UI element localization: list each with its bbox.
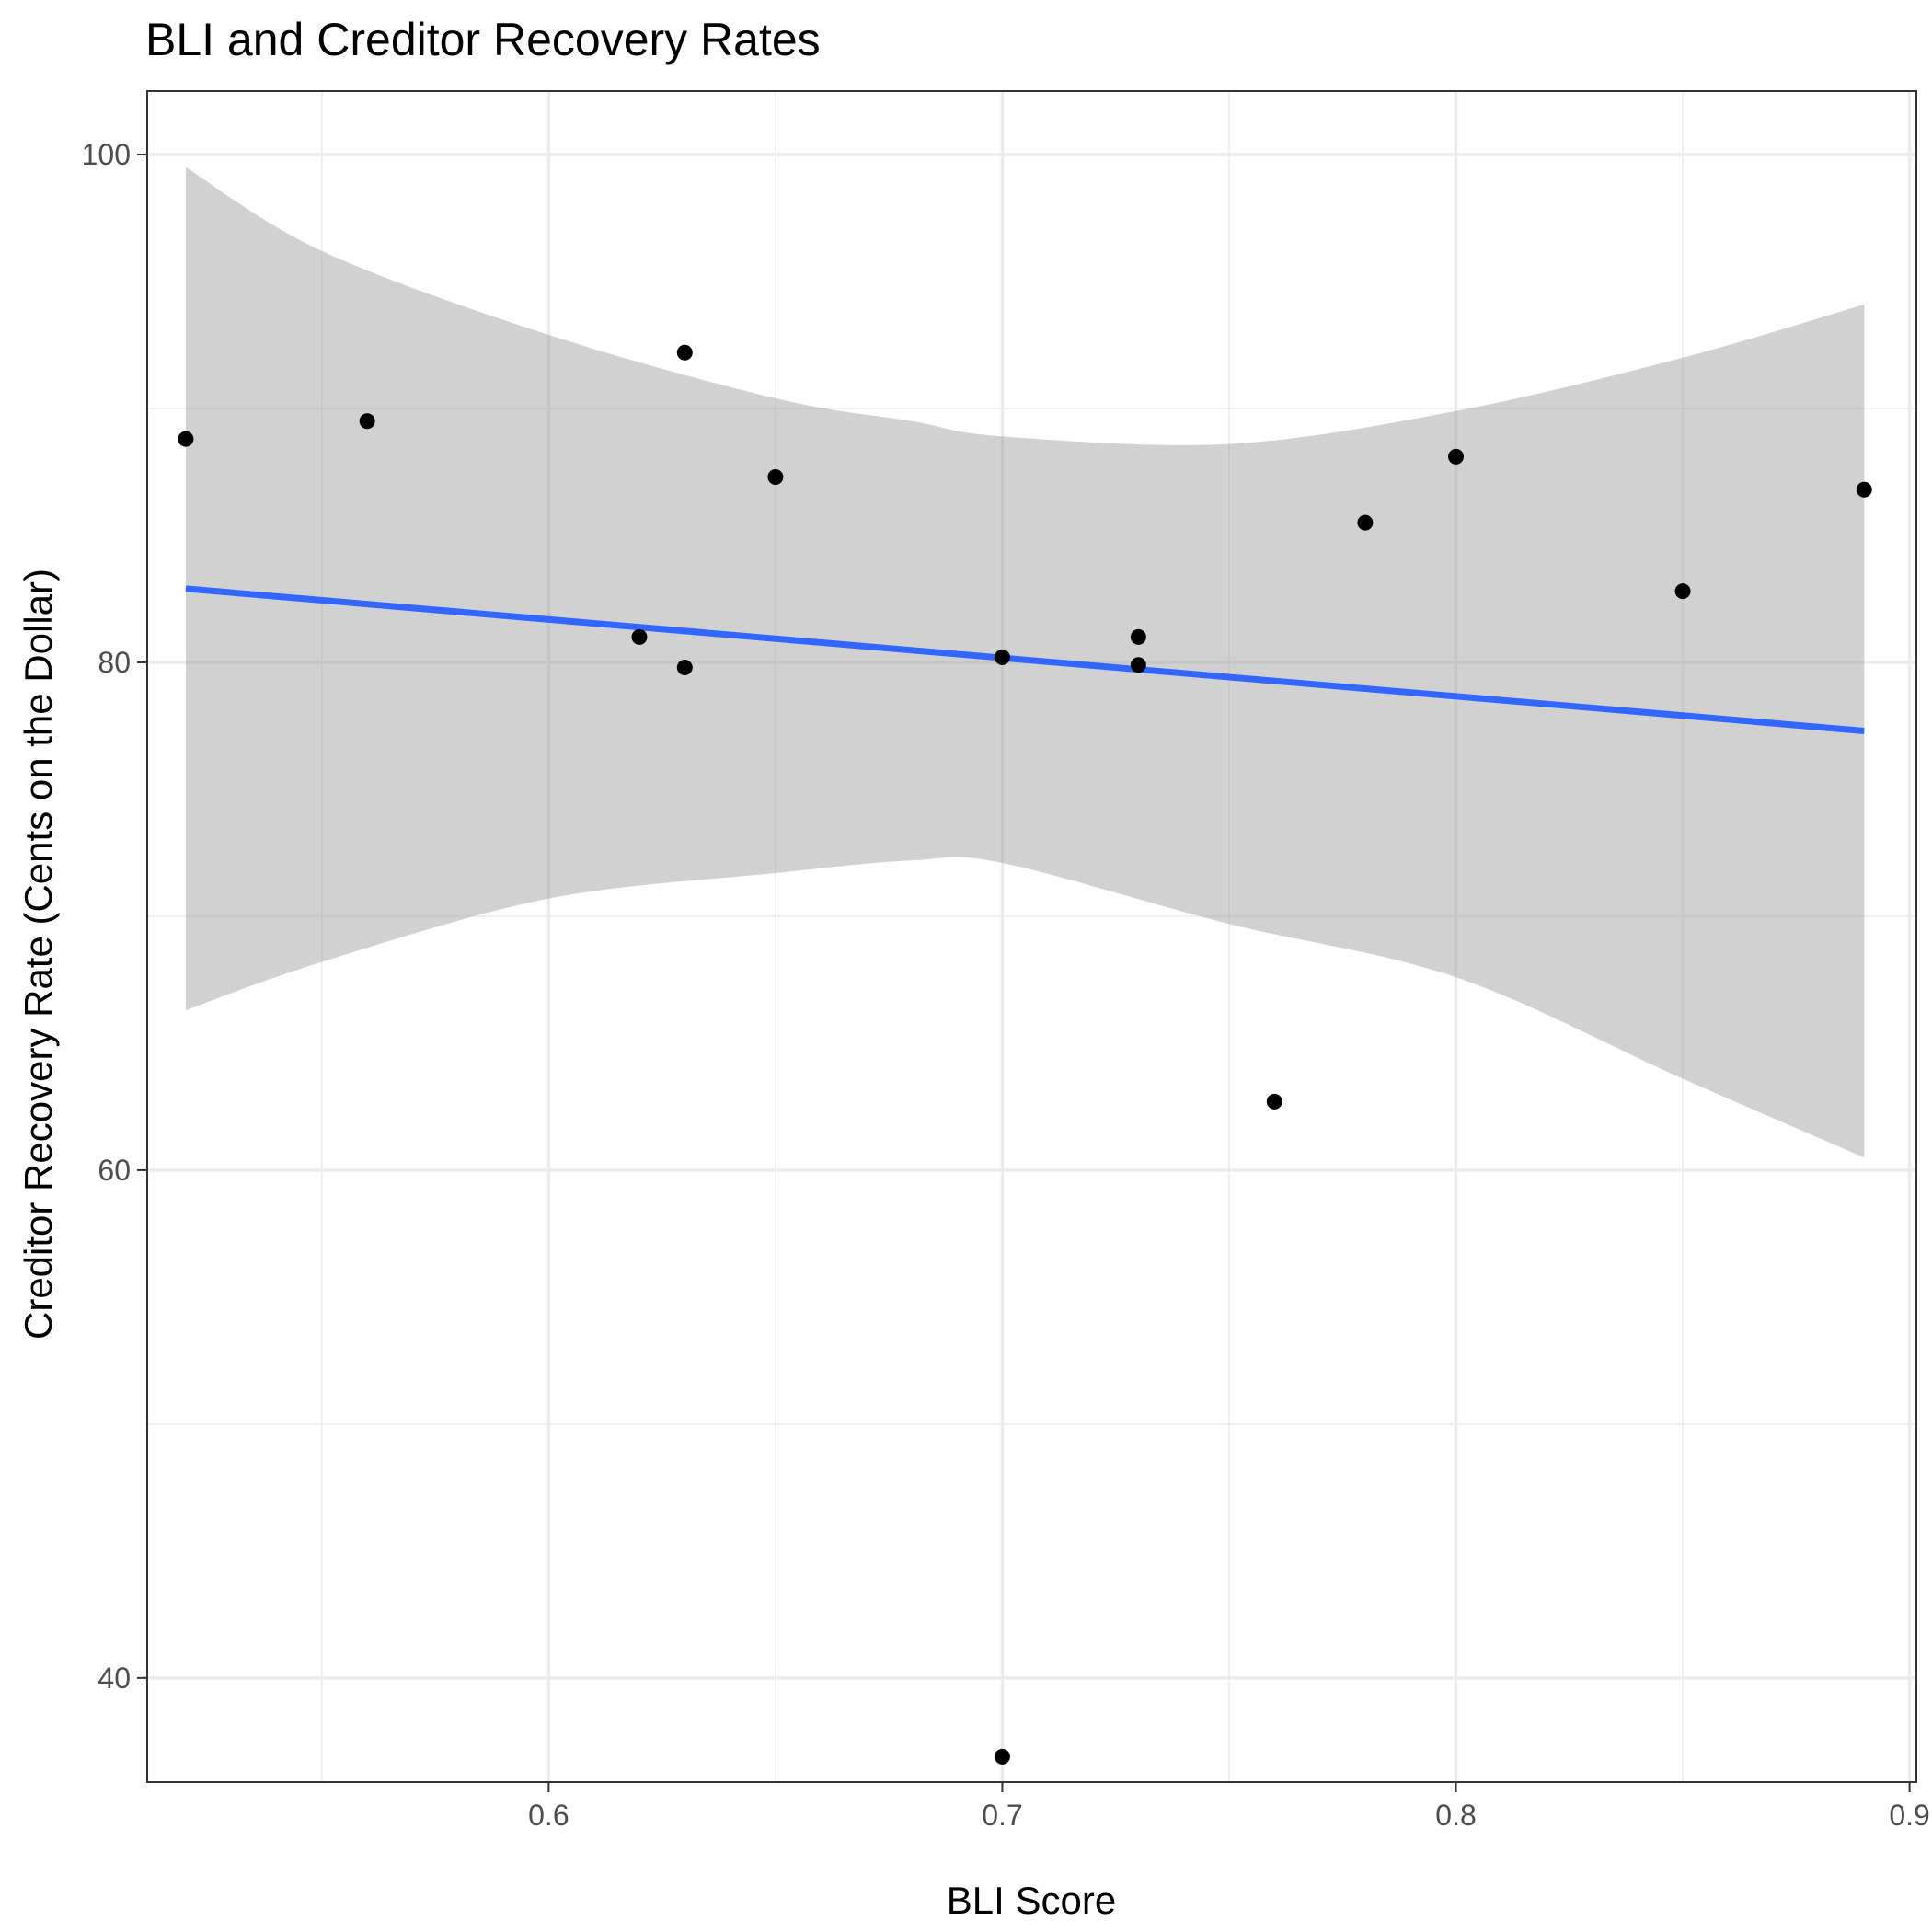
axes: 0.6 0.7 0.8 0.9 40 60 80 100	[82, 138, 1930, 1832]
data-point	[1130, 657, 1146, 673]
data-point	[994, 1748, 1010, 1765]
data-point	[1448, 448, 1465, 465]
x-tick-label: 0.6	[528, 1799, 569, 1832]
y-tick-label: 60	[98, 1154, 131, 1187]
data-point	[359, 413, 375, 430]
data-point	[1674, 583, 1691, 600]
data-points	[178, 344, 1872, 1765]
regression-line-layer	[185, 585, 1865, 734]
data-point	[994, 649, 1010, 665]
y-axis-title: Creditor Recovery Rate (Cents on the Dol…	[17, 569, 60, 1340]
x-tick-label: 0.7	[982, 1799, 1022, 1832]
data-point	[1357, 514, 1374, 531]
data-point	[631, 628, 648, 645]
chart-title: BLI and Creditor Recovery Rates	[145, 14, 821, 65]
data-point	[178, 431, 194, 447]
x-tick-label: 0.8	[1435, 1799, 1476, 1832]
y-tick-label: 40	[98, 1662, 131, 1695]
data-point	[1266, 1093, 1282, 1110]
regression-line	[185, 585, 1865, 734]
y-tick-label: 100	[82, 138, 131, 171]
panel-border	[146, 90, 1917, 1783]
data-point	[676, 659, 693, 675]
data-point	[1130, 628, 1146, 645]
x-tick-label: 0.9	[1889, 1799, 1929, 1832]
data-point	[1856, 481, 1872, 498]
x-axis-title: BLI Score	[947, 1879, 1116, 1922]
data-point	[676, 344, 693, 361]
y-tick-label: 80	[98, 646, 131, 679]
data-point	[767, 468, 784, 485]
